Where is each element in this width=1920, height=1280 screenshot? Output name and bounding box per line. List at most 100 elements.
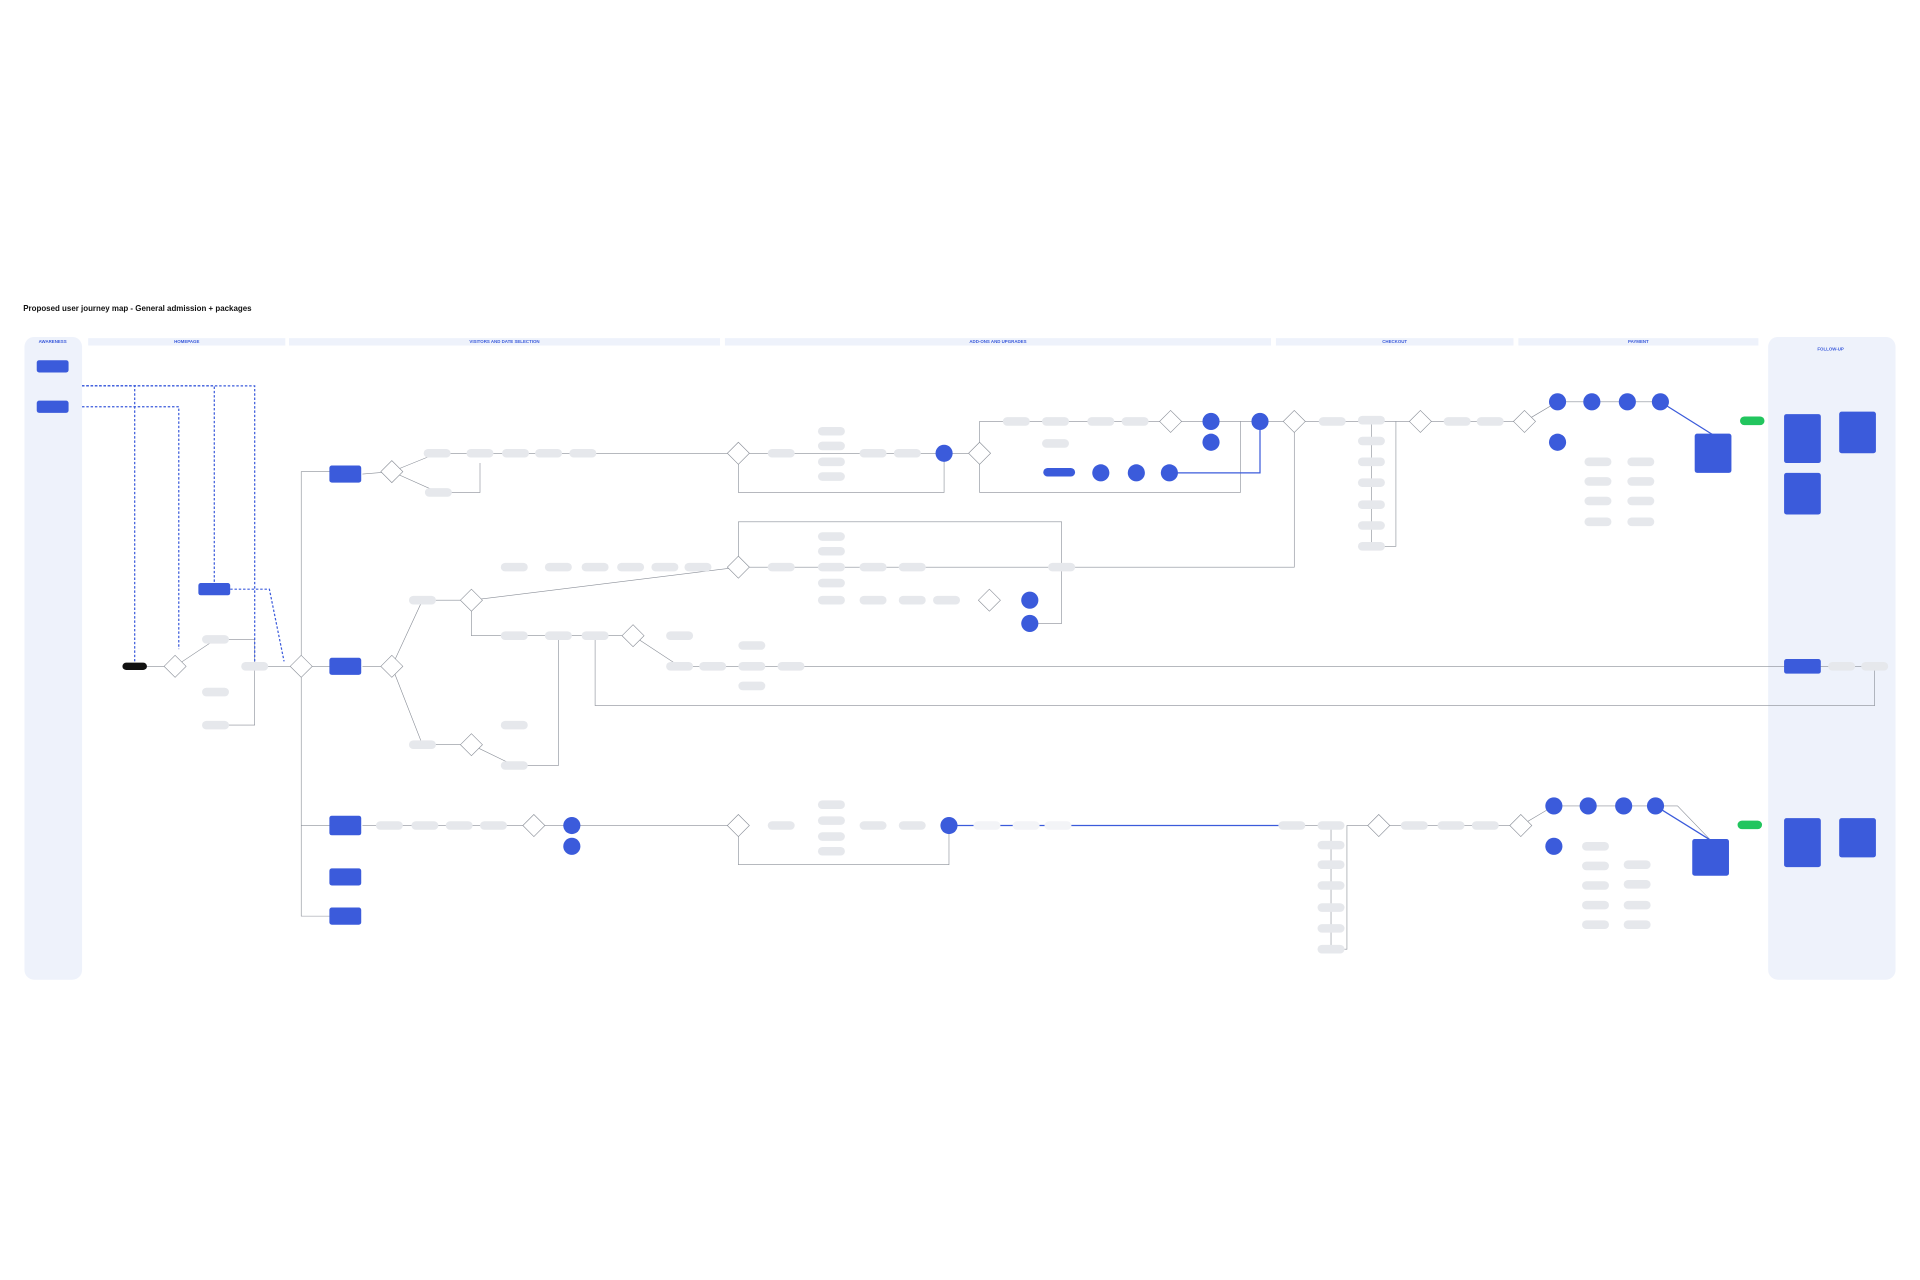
section-header: ADD-ONS AND UPGRADES: [969, 339, 1026, 344]
step: [411, 821, 439, 830]
step: [1318, 417, 1346, 426]
success: [1740, 416, 1765, 426]
step: [466, 448, 494, 458]
step: [1357, 478, 1385, 487]
step: [1582, 900, 1609, 910]
step: [817, 595, 845, 605]
connector: [391, 463, 481, 493]
step: [202, 687, 229, 697]
section-strip: [88, 338, 286, 346]
step: [817, 800, 845, 809]
step: [1278, 821, 1306, 830]
step: [684, 562, 712, 572]
connector: [979, 421, 1241, 493]
connector: [362, 825, 950, 865]
step: [817, 532, 845, 541]
connector: [134, 639, 255, 726]
info-card: [329, 657, 362, 675]
step: [500, 562, 528, 572]
step: [544, 631, 572, 640]
step: [1317, 860, 1345, 869]
screen: [1618, 393, 1636, 411]
decision: [726, 814, 750, 837]
step: [202, 635, 229, 644]
decision: [1513, 409, 1536, 433]
connector: [1169, 421, 1261, 474]
step: [1623, 860, 1651, 869]
info-card: [1692, 838, 1729, 876]
step: [1582, 861, 1609, 871]
step: [1437, 821, 1465, 830]
section-header: CHECKOUT: [1382, 339, 1407, 344]
section-header: AWARENESS: [39, 339, 67, 344]
step: [859, 821, 887, 830]
step: [1584, 496, 1612, 506]
step: [1042, 417, 1069, 426]
step: [500, 631, 528, 640]
step: [767, 821, 795, 830]
step: [1471, 821, 1499, 830]
decision: [380, 460, 404, 484]
step: [767, 448, 795, 458]
screen: [1251, 412, 1269, 430]
connector: [738, 453, 945, 493]
screen: [1202, 412, 1220, 430]
screen: [1548, 393, 1567, 411]
step: [1582, 881, 1609, 890]
step: [1584, 457, 1612, 467]
screen: [1202, 433, 1220, 451]
step: [1357, 457, 1385, 467]
info-card: [1839, 818, 1876, 858]
screen: [1092, 464, 1110, 482]
step: [1044, 821, 1072, 830]
decision: [163, 654, 187, 678]
step: [1048, 562, 1076, 572]
connector: [362, 452, 980, 475]
section-header: HOMEPAGE: [174, 339, 199, 344]
step: [424, 488, 452, 497]
screen: [1021, 591, 1039, 609]
info-card: [1784, 472, 1821, 515]
step: [1476, 417, 1504, 426]
connector: [391, 421, 1295, 667]
step: [617, 562, 645, 572]
step: [699, 662, 727, 671]
screen: [1127, 464, 1145, 482]
decision: [726, 441, 750, 465]
info-card: [1839, 411, 1876, 454]
step: [569, 448, 597, 458]
step: [1627, 477, 1655, 486]
screen: [1579, 797, 1597, 815]
step: [544, 562, 572, 572]
step: [973, 821, 1001, 830]
step: [1443, 417, 1471, 426]
step: [666, 662, 694, 671]
step: [1357, 542, 1385, 551]
step: [502, 448, 529, 458]
step: [859, 448, 887, 458]
step: [777, 662, 805, 671]
connector: [300, 471, 346, 667]
step: [202, 720, 229, 730]
decision: [968, 441, 992, 465]
start: [122, 662, 147, 670]
info-card: [1784, 658, 1821, 674]
screen: [935, 444, 953, 462]
step: [1357, 521, 1385, 530]
step: [738, 641, 766, 650]
step: [1317, 821, 1345, 830]
step: [898, 595, 926, 605]
step: [817, 457, 845, 467]
section-strip: [724, 338, 1272, 346]
step: [738, 662, 766, 671]
section-strip: [288, 338, 720, 346]
info-card: [329, 815, 362, 836]
connector: [82, 406, 180, 650]
connector: [82, 385, 215, 582]
screen: [1583, 393, 1601, 411]
info-card: [1784, 414, 1821, 464]
step: [535, 448, 563, 458]
decision: [1282, 409, 1306, 433]
step-blue: [1043, 467, 1076, 477]
